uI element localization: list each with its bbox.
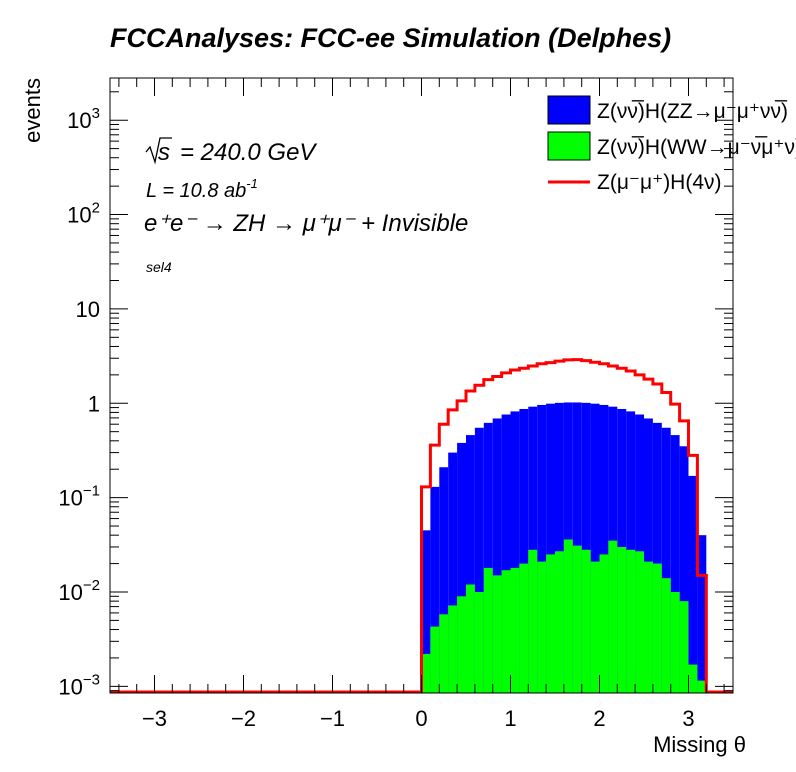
legend: Z(νν̅)H(ZZ→μ⁻μ⁺νν̅) Z(νν̅)H(WW→μ⁻ν̅μ⁺ν) … [547,95,796,194]
bar-series1-bin16 [563,539,573,693]
y-axis-label: events [20,78,45,143]
bar-series0-bin7 [483,422,493,693]
x-tick-label: 2 [593,706,605,731]
bar-series1-bin27 [661,578,671,693]
legend-swatch-ww [547,131,591,161]
bar-series0-bin20 [599,404,609,693]
bar-series1-bin18 [581,549,591,693]
bar-series0-bin15 [555,402,564,693]
bar-series1-bin5 [466,584,475,693]
bar-series1-bin7 [483,567,493,693]
bar-series0-bin8 [492,418,502,693]
bar-series0-bin25 [644,418,653,693]
legend-label-zz: Z(νν̅)H(ZZ→μ⁻μ⁺νν̅) [597,100,788,123]
bar-series1-bin1 [430,626,440,693]
x-tick-label: 1 [504,706,516,731]
bar-series1-bin0 [421,654,431,693]
chart-title: FCCAnalyses: FCC-ee Simulation (Delphes) [110,23,671,53]
x-tick-label: −3 [142,706,167,731]
bar-series1-bin15 [555,551,564,693]
luminosity-exponent: -1 [246,176,258,191]
bar-series1-bin13 [537,561,547,693]
bar-series1-bin10 [510,567,520,693]
bar-series0-bin19 [590,403,600,693]
bar-series1-bin9 [501,570,511,693]
x-axis-label: Missing θ [653,732,746,757]
bar-series1-bin2 [439,614,449,693]
x-tick-label: −1 [320,706,345,731]
bar-series0-bin30 [688,475,698,693]
bar-series0-bin1 [430,486,440,693]
bar-series1-bin29 [679,601,689,693]
x-tick-label: 3 [682,706,694,731]
bar-series0-bin5 [466,435,475,693]
y-tick-label: 102 [67,200,100,228]
bar-series0-bin10 [510,411,520,693]
y-tick-label: 10−3 [58,671,100,699]
bar-series1-bin31 [697,680,707,693]
bar-series0-bin27 [661,427,671,693]
bar-series1-bin17 [572,545,582,693]
y-tick-label: 103 [67,105,100,133]
bar-series0-bin31 [697,535,707,693]
bar-series0-bin2 [439,467,449,693]
bar-series0-bin9 [501,414,511,693]
bar-series0-bin11 [519,408,529,693]
bar-series1-bin21 [608,540,618,693]
bar-series1-bin23 [626,549,636,693]
bar-series1-bin26 [652,563,662,693]
bar-series1-bin8 [492,575,502,693]
legend-label-ww: Z(νν̅)H(WW→μ⁻ν̅μ⁺ν) [597,136,796,159]
bar-series0-bin28 [670,435,680,693]
bar-series0-bin18 [581,402,591,693]
bar-series1-bin3 [448,605,458,693]
bar-series0-bin3 [448,452,458,693]
bar-series1-bin24 [635,551,644,693]
process-label: e⁺e⁻ → ZH → μ⁺μ⁻ + Invisible [144,210,468,237]
selection-label: sel4 [146,259,172,275]
sqrt-s-label: s = 240.0 GeV [145,137,317,166]
bar-series1-bin14 [546,554,555,693]
bar-series0-bin0 [421,530,431,693]
bar-series0-bin4 [457,442,466,693]
bar-series0-bin13 [537,404,547,693]
luminosity-label: L = 10.8 ab-1 [146,176,258,202]
bar-series1-bin12 [528,549,538,693]
bar-series0-bin26 [652,422,662,693]
x-tick-label: 0 [415,706,427,731]
y-tick-label: 10 [76,297,100,322]
bar-series1-bin20 [599,554,609,693]
bar-series0-bin14 [546,403,555,693]
y-tick-label: 10−1 [58,483,100,511]
bar-series1-bin11 [519,563,529,693]
bar-series0-bin6 [474,427,484,693]
bar-series1-bin22 [617,546,627,693]
svg-text:s: s [158,139,170,166]
plot-frame [109,77,734,694]
bar-series1-bin25 [644,561,653,693]
x-tick-label: −2 [231,706,256,731]
bar-series1-bin6 [474,591,484,693]
bar-series0-bin29 [679,446,689,693]
line-series2 [110,358,733,694]
bar-series1-bin28 [670,591,680,693]
bar-series1-bin30 [688,664,698,693]
luminosity-text: L = 10.8 ab [146,180,246,202]
legend-swatch-zz [547,95,591,125]
legend-label-4nu: Z(μ⁻μ⁺)H(4ν) [597,171,722,194]
bar-series1-bin19 [590,561,600,693]
y-tick-label: 1 [88,391,100,416]
bar-series1-bin4 [457,596,466,693]
energy-text: = 240.0 GeV [180,139,317,166]
y-tick-label: 10−2 [58,577,100,605]
